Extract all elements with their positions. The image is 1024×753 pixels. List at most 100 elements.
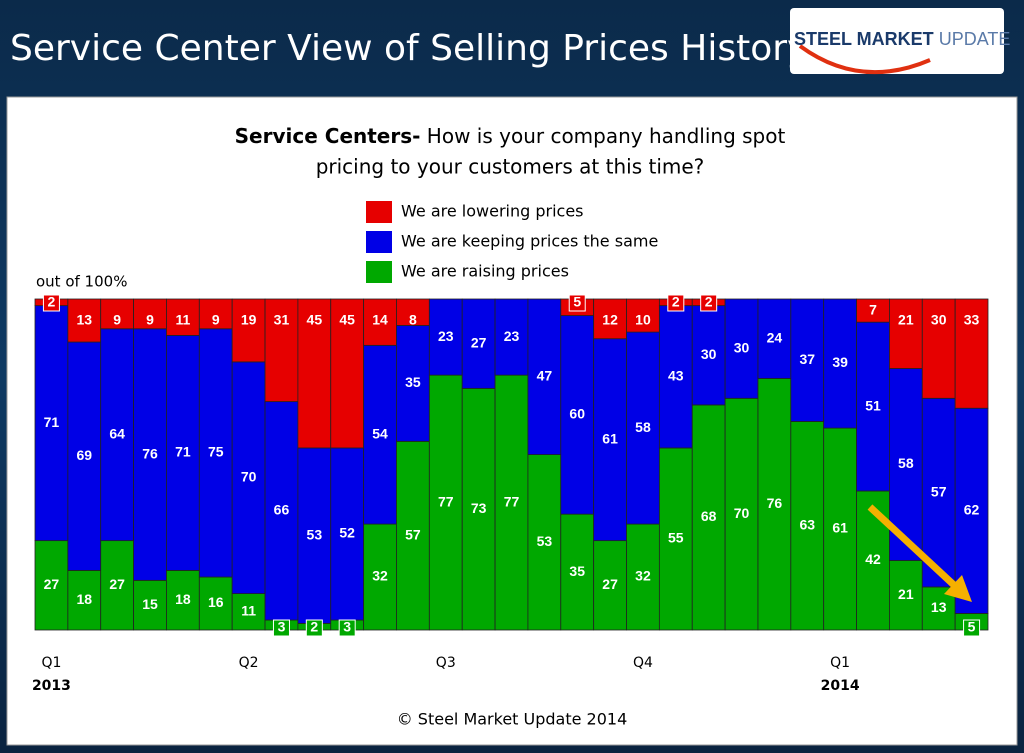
value-label: 43	[668, 367, 684, 383]
value-label: 3	[278, 619, 286, 635]
value-label: 55	[668, 530, 684, 546]
value-label: 5	[573, 294, 581, 310]
bar-segment	[198, 328, 233, 578]
value-label: 75	[208, 444, 224, 460]
legend-swatch	[366, 201, 392, 223]
bar-segment	[100, 328, 134, 542]
arrow-shaft	[867, 504, 958, 589]
value-label: 39	[832, 354, 848, 370]
bar-segment	[198, 576, 233, 631]
value-label: 23	[504, 328, 520, 344]
bar-segment	[757, 378, 792, 631]
bar-segment	[593, 338, 627, 542]
value-label: 12	[602, 312, 618, 328]
value-label: 32	[635, 568, 651, 584]
value-label: 30	[701, 346, 717, 362]
value-label: 27	[471, 334, 487, 350]
chart-title: pricing to your customers at this time?	[316, 155, 705, 179]
value-label: 70	[734, 505, 750, 521]
x-tick-label: Q1	[41, 655, 61, 671]
footer: © Steel Market Update 2014	[397, 710, 628, 729]
value-label: 45	[339, 312, 355, 328]
bar-segment	[231, 593, 266, 631]
value-label: 2	[310, 619, 318, 635]
value-label: 33	[964, 312, 980, 328]
legend-swatch	[366, 231, 392, 253]
bar-segment	[790, 421, 825, 631]
value-label: 58	[635, 419, 651, 435]
label-box	[42, 294, 60, 312]
legend-swatch	[366, 261, 392, 283]
bar-segment	[724, 298, 759, 399]
value-label: 19	[241, 312, 257, 328]
bar-segment	[396, 298, 430, 326]
bar-segment	[34, 305, 69, 542]
value-label: 62	[964, 502, 980, 518]
value-label: 18	[77, 591, 93, 607]
bar-segment	[921, 586, 956, 631]
bar-segment	[823, 427, 857, 631]
value-label: 2	[672, 294, 680, 310]
x-tick-label: Q1	[830, 655, 850, 671]
value-label: 9	[113, 312, 121, 328]
value-label: 61	[602, 430, 618, 446]
value-labels: 2771218691327649157691871111675911701936…	[42, 294, 981, 637]
value-label: 9	[146, 312, 154, 328]
value-label: 63	[799, 516, 815, 532]
value-label: 13	[931, 599, 947, 615]
legend-label: We are lowering prices	[401, 202, 584, 221]
value-label: 5	[968, 619, 976, 635]
bar-segment	[428, 298, 463, 376]
bar-segment	[593, 298, 627, 340]
value-label: 31	[274, 312, 290, 328]
bar-segment	[363, 344, 397, 525]
value-label: 76	[142, 445, 158, 461]
value-label: 47	[537, 367, 553, 383]
legend: We are lowering prices We are keeping pri…	[366, 201, 658, 283]
bar-segment	[757, 298, 792, 379]
value-label: 61	[832, 520, 848, 536]
value-label: 71	[175, 444, 191, 460]
value-label: 69	[77, 447, 93, 463]
y-label: out of 100%	[36, 273, 127, 291]
bar-segment	[166, 570, 200, 631]
trend-arrow	[867, 504, 972, 602]
bar-segment	[34, 540, 69, 631]
logo-swoosh	[798, 44, 931, 75]
value-label: 18	[175, 591, 191, 607]
value-label: 71	[44, 414, 60, 430]
value-label: 73	[471, 500, 487, 516]
value-label: 77	[438, 493, 454, 509]
legend-label: We are keeping prices the same	[401, 232, 658, 251]
value-label: 7	[869, 302, 877, 318]
bar-segment	[560, 315, 595, 515]
x-tick-label: Q4	[633, 655, 653, 671]
value-label: 11	[241, 602, 256, 618]
label-box	[338, 619, 356, 637]
bar-segment	[133, 298, 167, 330]
logo: STEEL MARKET UPDATE	[794, 29, 1010, 49]
value-label: 76	[767, 495, 783, 511]
value-label: 10	[635, 312, 651, 328]
bar-segment	[954, 298, 989, 409]
value-label: 64	[109, 425, 125, 441]
value-label: 8	[409, 312, 417, 328]
value-label: 16	[208, 594, 224, 610]
value-label: 13	[77, 312, 93, 328]
value-label: 21	[898, 586, 914, 602]
bar-segment	[626, 523, 660, 631]
value-label: 52	[339, 525, 355, 541]
bar-segment	[67, 570, 102, 631]
value-label: 3	[343, 619, 351, 635]
x-year-label: 2014	[821, 678, 860, 694]
plot	[34, 298, 989, 631]
x-tick-label: Q3	[436, 655, 456, 671]
value-label: 2	[48, 294, 56, 310]
value-label: 57	[931, 483, 947, 499]
value-label: 32	[372, 568, 388, 584]
label-box	[667, 294, 685, 312]
bar-segment	[166, 335, 200, 571]
bar-segment	[461, 387, 496, 631]
bar-segment	[724, 397, 759, 631]
